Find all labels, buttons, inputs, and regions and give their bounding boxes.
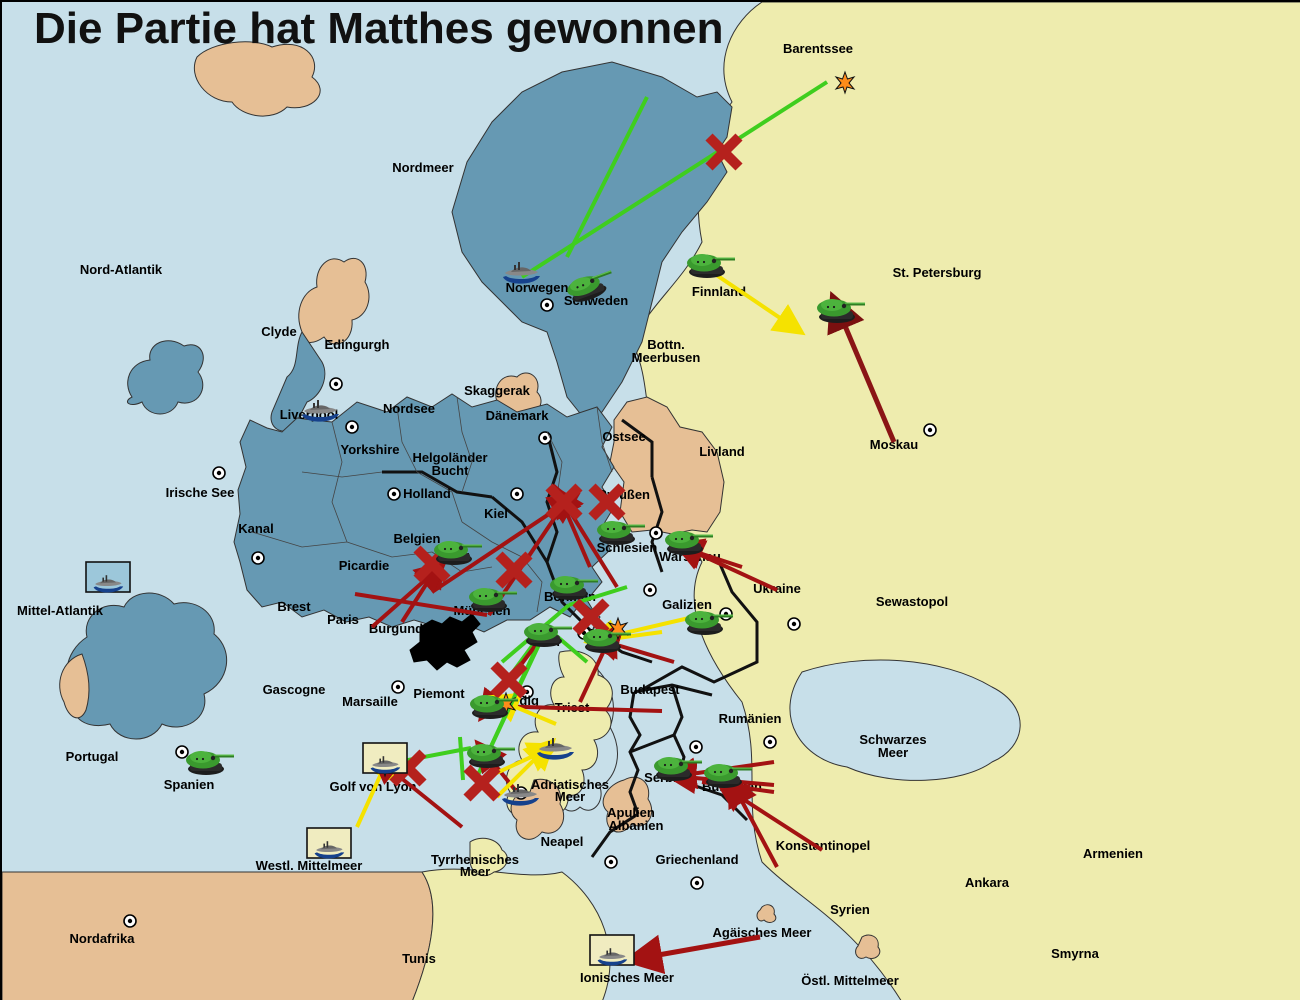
svg-text:Spanien: Spanien bbox=[164, 777, 215, 792]
svg-text:Smyrna: Smyrna bbox=[1051, 946, 1099, 961]
svg-text:Portugal: Portugal bbox=[66, 749, 119, 764]
svg-text:Edingurgh: Edingurgh bbox=[325, 337, 390, 352]
svg-text:Syrien: Syrien bbox=[830, 902, 870, 917]
svg-text:Meer: Meer bbox=[460, 864, 490, 879]
svg-text:Gascogne: Gascogne bbox=[263, 682, 326, 697]
svg-text:Bucht: Bucht bbox=[432, 463, 470, 478]
svg-text:Kiel: Kiel bbox=[484, 506, 508, 521]
svg-text:Meerbusen: Meerbusen bbox=[632, 350, 701, 365]
svg-text:Piemont: Piemont bbox=[413, 686, 465, 701]
svg-text:Tunis: Tunis bbox=[402, 951, 436, 966]
svg-text:Holland: Holland bbox=[403, 486, 451, 501]
svg-text:Apulien: Apulien bbox=[607, 805, 655, 820]
svg-text:Clyde: Clyde bbox=[261, 324, 296, 339]
svg-text:Ionisches Meer: Ionisches Meer bbox=[580, 970, 674, 985]
svg-text:Budapest: Budapest bbox=[620, 682, 680, 697]
svg-text:Marsaille: Marsaille bbox=[342, 694, 398, 709]
svg-text:Sewastopol: Sewastopol bbox=[876, 594, 948, 609]
svg-text:Paris: Paris bbox=[327, 612, 359, 627]
svg-text:Rumänien: Rumänien bbox=[719, 711, 782, 726]
svg-text:Konstantinopel: Konstantinopel bbox=[776, 838, 871, 853]
svg-text:Livland: Livland bbox=[699, 444, 745, 459]
svg-text:Galizien: Galizien bbox=[662, 597, 712, 612]
svg-text:Nordsee: Nordsee bbox=[383, 401, 435, 416]
svg-text:Meer: Meer bbox=[878, 745, 908, 760]
svg-text:Nordmeer: Nordmeer bbox=[392, 160, 453, 175]
svg-text:Skaggerak: Skaggerak bbox=[464, 383, 531, 398]
svg-text:Brest: Brest bbox=[277, 599, 311, 614]
svg-text:Mittel-Atlantik: Mittel-Atlantik bbox=[17, 603, 104, 618]
svg-text:Agäisches Meer: Agäisches Meer bbox=[713, 925, 812, 940]
svg-text:St. Petersburg: St. Petersburg bbox=[893, 265, 982, 280]
svg-text:Yorkshire: Yorkshire bbox=[340, 442, 399, 457]
svg-text:Dänemark: Dänemark bbox=[486, 408, 550, 423]
svg-text:Ankara: Ankara bbox=[965, 875, 1010, 890]
svg-text:Albanien: Albanien bbox=[609, 818, 664, 833]
svg-text:Picardie: Picardie bbox=[339, 558, 390, 573]
svg-text:Armenien: Armenien bbox=[1083, 846, 1143, 861]
svg-text:Barentssee: Barentssee bbox=[783, 41, 853, 56]
svg-text:Neapel: Neapel bbox=[541, 834, 584, 849]
svg-text:Griechenland: Griechenland bbox=[655, 852, 738, 867]
svg-text:Kanal: Kanal bbox=[238, 521, 273, 536]
svg-text:Westl. Mittelmeer: Westl. Mittelmeer bbox=[256, 858, 363, 873]
svg-text:Belgien: Belgien bbox=[394, 531, 441, 546]
svg-text:Nord-Atlantik: Nord-Atlantik bbox=[80, 262, 163, 277]
svg-text:Nordafrika: Nordafrika bbox=[69, 931, 135, 946]
svg-text:Ostsee: Ostsee bbox=[602, 429, 645, 444]
svg-text:Meer: Meer bbox=[555, 789, 585, 804]
svg-text:Östl. Mittelmeer: Östl. Mittelmeer bbox=[801, 973, 899, 988]
svg-text:Irische See: Irische See bbox=[166, 485, 235, 500]
